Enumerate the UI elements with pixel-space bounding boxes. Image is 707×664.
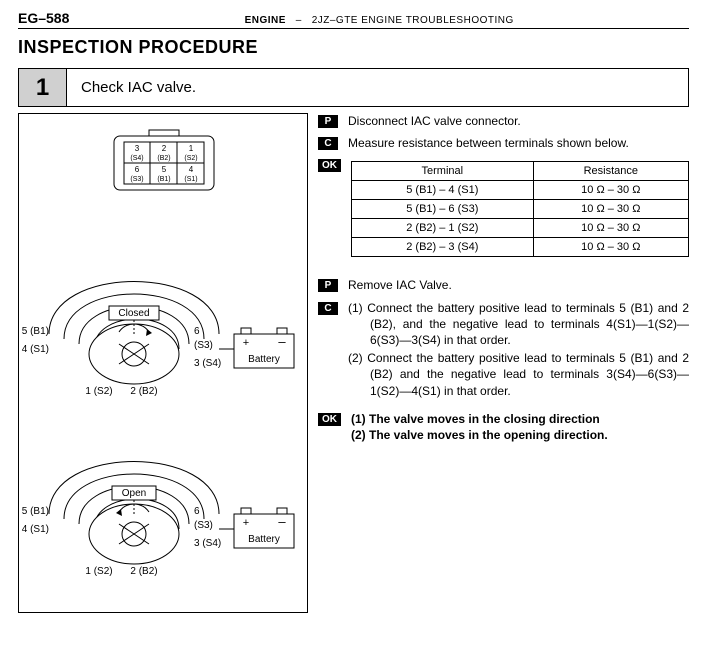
step-text: Check IAC valve. [67,69,688,106]
page-header: EG–588 ENGINE – 2JZ–GTE ENGINE TROUBLESH… [18,10,689,29]
svg-text:(S3): (S3) [194,340,213,351]
svg-text:(S2): (S2) [184,155,197,162]
svg-text:3 (S4): 3 (S4) [194,358,221,369]
item-ok-table: OK Terminal Resistance 5 (B1) – 4 (S1)10… [318,157,689,271]
svg-text:Battery: Battery [248,534,280,545]
tag-c: C [318,137,338,150]
table-row: 2 (B2) – 1 (S2)10 Ω – 30 Ω [352,219,689,238]
svg-text:–: – [278,334,286,349]
svg-text:2: 2 [162,144,167,153]
svg-text:5 (B1): 5 (B1) [22,506,49,517]
tag-ok: OK [318,413,341,426]
svg-text:1 (S2): 1 (S2) [85,566,112,577]
text-c1: Measure resistance between terminals sho… [348,135,629,151]
tag-ok: OK [318,159,341,172]
text-column: P Disconnect IAC valve connector. C Meas… [318,113,689,613]
step-box: 1 Check IAC valve. [18,68,689,107]
table-row: 5 (B1) – 4 (S1)10 Ω – 30 Ω [352,181,689,200]
th-resistance: Resistance [533,162,688,181]
item-c2: C (1) Connect the battery positive lead … [318,300,689,401]
tag-p: P [318,115,338,128]
svg-text:3: 3 [135,144,140,153]
svg-text:2 (B2): 2 (B2) [130,386,157,397]
table-header-row: Terminal Resistance [352,162,689,181]
svg-text:Open: Open [122,488,146,499]
item-p2: P Remove IAC Valve. [318,277,689,293]
svg-text:6: 6 [194,326,200,337]
text-p1: Disconnect IAC valve connector. [348,113,521,129]
content-row: 3 2 1 (S4) (B2) (S2) 6 5 4 (S3) (B1) (S1… [18,113,689,613]
svg-text:4 (S1): 4 (S1) [22,344,49,355]
svg-text:1 (S2): 1 (S2) [85,386,112,397]
svg-text:+: + [243,337,249,349]
svg-text:4: 4 [189,165,194,174]
section-rest: 2JZ–GTE ENGINE TROUBLESHOOTING [312,15,514,26]
section-sep: – [296,15,302,26]
tag-c: C [318,302,338,315]
svg-text:5 (B1): 5 (B1) [22,326,49,337]
step-number: 1 [19,69,67,106]
resistance-table: Terminal Resistance 5 (B1) – 4 (S1)10 Ω … [351,161,689,257]
svg-text:4 (S1): 4 (S1) [22,524,49,535]
svg-text:5: 5 [162,165,167,174]
ok-line1: (1) The valve moves in the closing direc… [351,411,608,428]
text-p2: Remove IAC Valve. [348,277,452,293]
section-bold: ENGINE [245,15,286,26]
svg-text:–: – [278,514,286,529]
svg-text:2 (B2): 2 (B2) [130,566,157,577]
ok-text: (1) The valve moves in the closing direc… [351,411,608,445]
svg-text:1: 1 [189,144,194,153]
table-row: 2 (B2) – 3 (S4)10 Ω – 30 Ω [352,238,689,257]
svg-text:6: 6 [135,165,140,174]
svg-text:3 (S4): 3 (S4) [194,538,221,549]
svg-text:(S3): (S3) [130,176,143,183]
ok-line2: (2) The valve moves in the opening direc… [351,427,608,444]
svg-text:Closed: Closed [118,308,149,319]
svg-text:Battery: Battery [248,354,280,365]
svg-text:(B2): (B2) [157,155,170,162]
svg-text:(S3): (S3) [194,520,213,531]
text-c2: (1) Connect the battery positive lead to… [348,300,689,401]
diagram-column: 3 2 1 (S4) (B2) (S2) 6 5 4 (S3) (B1) (S1… [18,113,308,613]
diagram-svg: 3 2 1 (S4) (B2) (S2) 6 5 4 (S3) (B1) (S1… [19,114,308,613]
tag-p: P [318,279,338,292]
item-ok2: OK (1) The valve moves in the closing di… [318,411,689,445]
page-number: EG–588 [18,10,69,26]
table-row: 5 (B1) – 6 (S3)10 Ω – 30 Ω [352,200,689,219]
section-heading: ENGINE – 2JZ–GTE ENGINE TROUBLESHOOTING [69,15,689,26]
c2-line2: (2) Connect the battery positive lead to… [348,350,689,399]
wiring-diagram: 3 2 1 (S4) (B2) (S2) 6 5 4 (S3) (B1) (S1… [18,113,308,613]
svg-text:(S1): (S1) [184,176,197,183]
svg-text:+: + [243,517,249,529]
svg-text:(B1): (B1) [157,176,170,183]
item-p1: P Disconnect IAC valve connector. [318,113,689,129]
procedure-title: INSPECTION PROCEDURE [18,37,689,58]
th-terminal: Terminal [352,162,534,181]
svg-text:(S4): (S4) [130,155,143,162]
item-c1: C Measure resistance between terminals s… [318,135,689,151]
c2-line1: (1) Connect the battery positive lead to… [348,300,689,349]
svg-text:6: 6 [194,506,200,517]
